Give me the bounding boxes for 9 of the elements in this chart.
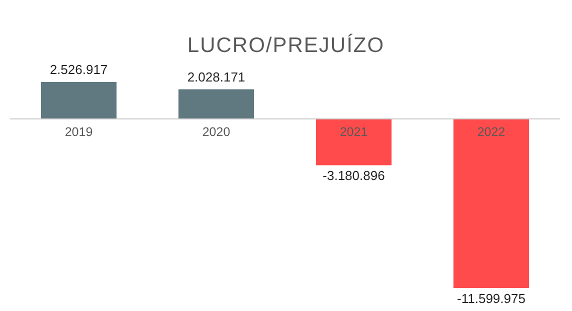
- x-tick-label: 2021: [340, 124, 368, 139]
- x-tick-label: 2022: [477, 124, 506, 139]
- data-label: -11.599.975: [457, 291, 526, 306]
- x-tick-label: 2019: [64, 124, 93, 139]
- data-label: 2.028.171: [187, 69, 246, 84]
- data-label: -3.180.896: [322, 168, 385, 184]
- chart-title: LUCRO/PREJUÍZO: [187, 33, 385, 57]
- x-tick-label: 2020: [202, 124, 230, 139]
- data-label: 2.526.917: [50, 62, 108, 77]
